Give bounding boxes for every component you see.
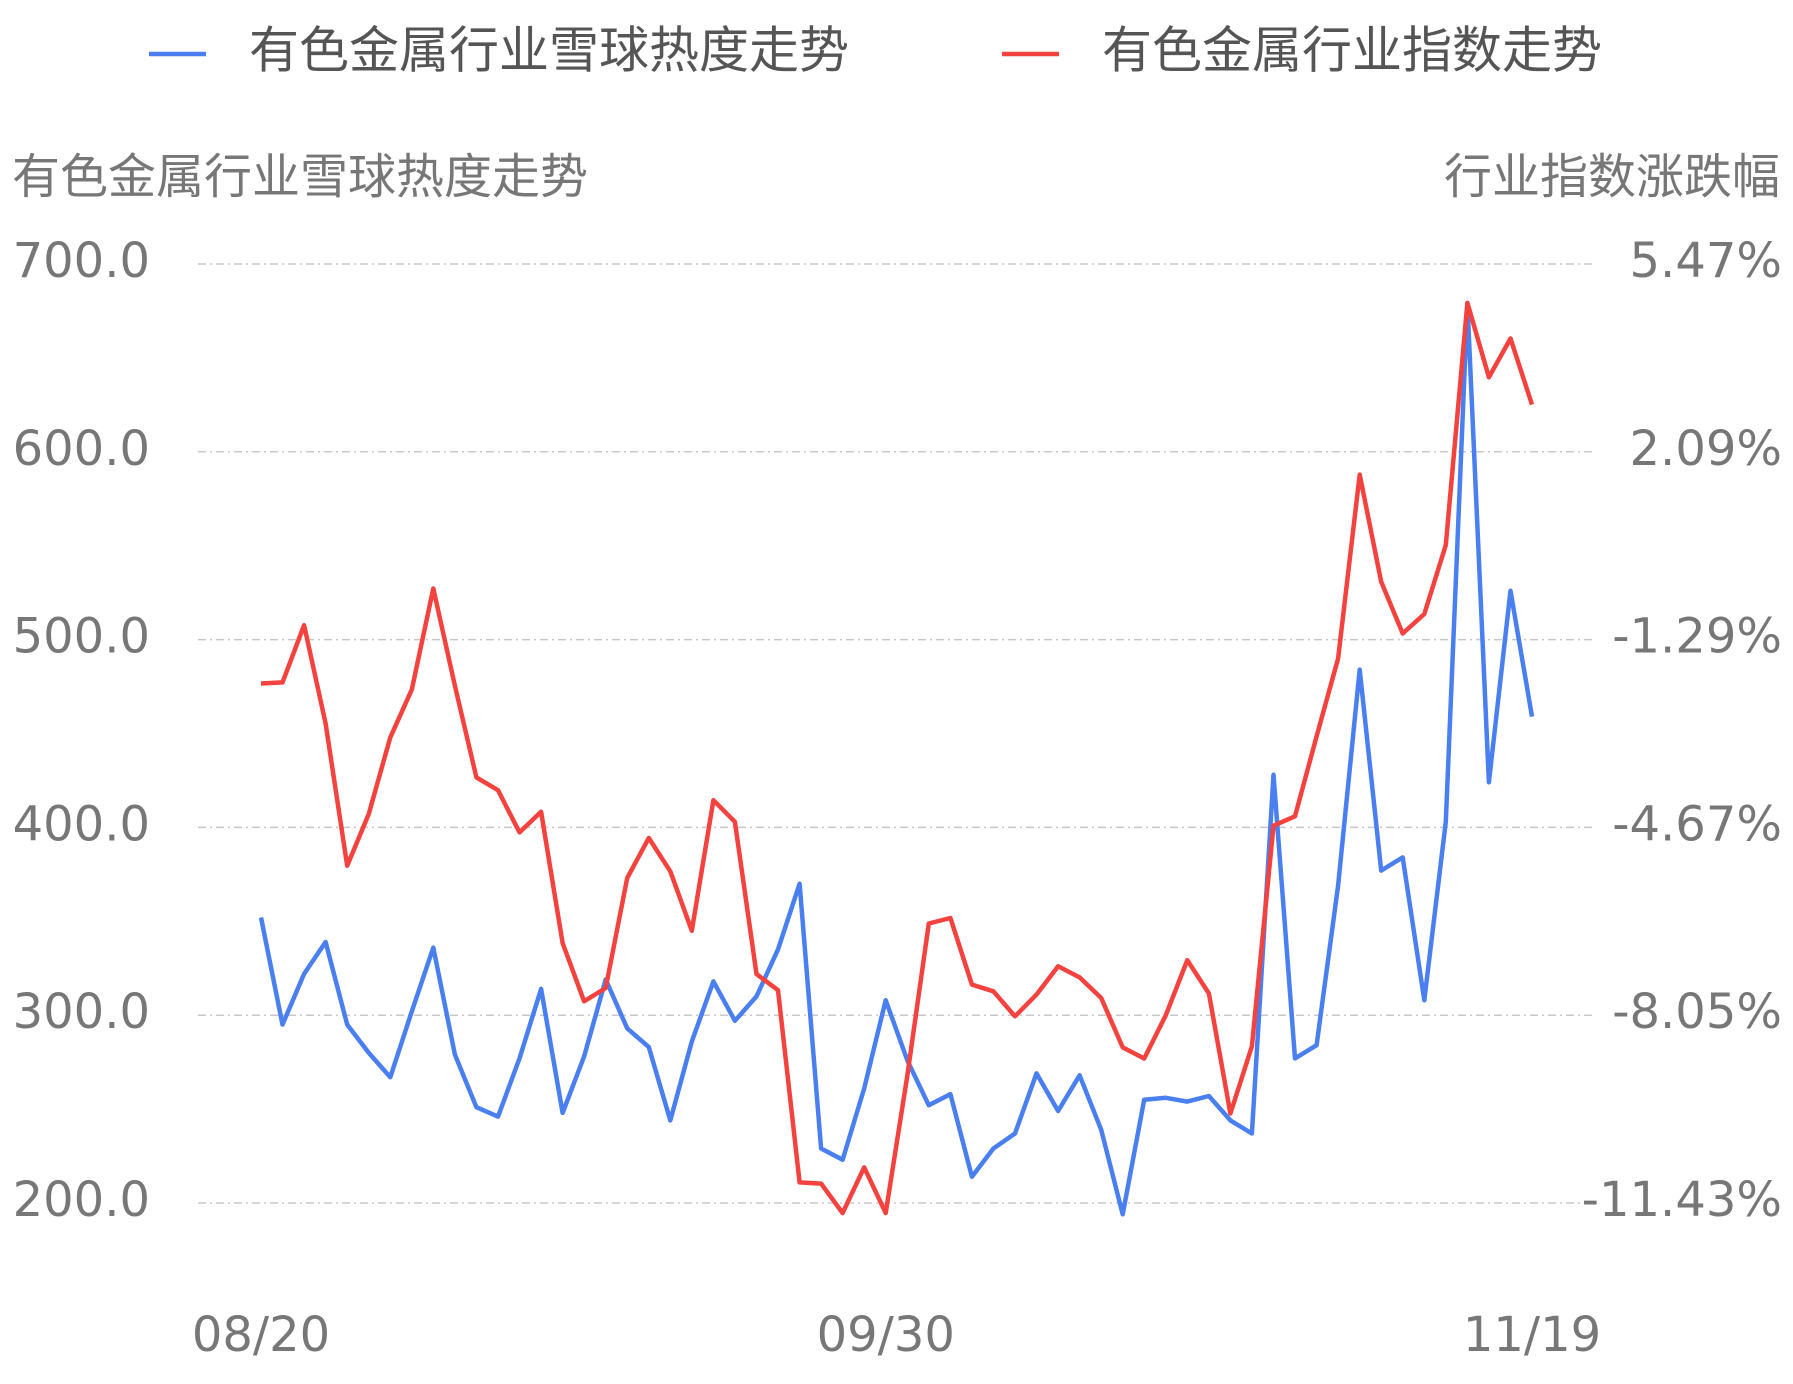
y-tick-label: 400.0 — [13, 796, 150, 852]
y-tick-label: 200.0 — [13, 1172, 150, 1228]
y-tick-label: 600.0 — [13, 421, 150, 477]
y-tick-label: 700.0 — [13, 233, 150, 289]
y2-axis-title: 行业指数涨跌幅 — [1444, 149, 1780, 205]
x-tick-label: 09/30 — [817, 1307, 955, 1363]
series-line — [258, 301, 1535, 1217]
y-tick-label: 300.0 — [13, 984, 150, 1040]
y2-tick-label: 2.09% — [1630, 421, 1782, 477]
y2-tick-label: -8.05% — [1612, 984, 1782, 1040]
legend-label: 有色金属行业指数走势 — [1102, 22, 1602, 80]
y2-tick-label: -4.67% — [1612, 796, 1782, 852]
y-axis-title: 有色金属行业雪球热度走势 — [12, 149, 588, 205]
y2-tick-label: -1.29% — [1612, 609, 1782, 665]
x-tick-label: 08/20 — [192, 1307, 330, 1363]
series-line — [260, 300, 1535, 1216]
y2-tick-label: 5.47% — [1630, 233, 1782, 289]
x-tick-label: 11/19 — [1463, 1307, 1601, 1363]
y-tick-label: 500.0 — [13, 609, 150, 665]
legend-label: 有色金属行业雪球热度走势 — [249, 22, 849, 80]
y2-tick-label: -11.43% — [1582, 1172, 1782, 1228]
